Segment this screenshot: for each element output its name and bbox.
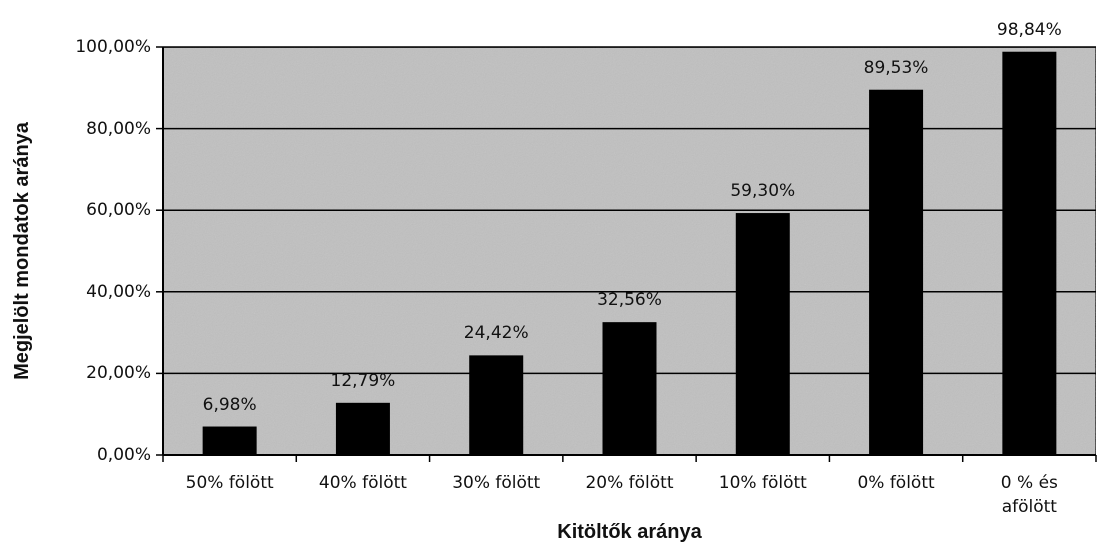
bar xyxy=(469,355,524,455)
x-tick-label: 40% fölött xyxy=(318,473,407,493)
x-tick-label: 10% fölött xyxy=(718,473,807,493)
value-label: 32,56% xyxy=(597,290,662,311)
bar xyxy=(202,426,257,455)
bar xyxy=(1002,51,1057,456)
bar xyxy=(869,89,924,456)
x-tick-label: 30% fölött xyxy=(452,473,541,493)
y-tick-label: 0,00% xyxy=(96,445,151,465)
x-axis-label: Kitöltők aránya xyxy=(557,521,702,543)
bar xyxy=(335,402,390,455)
value-label: 6,98% xyxy=(202,394,257,415)
value-label: 12,79% xyxy=(330,370,396,391)
x-tick-label: 0 % és afölött xyxy=(1000,473,1058,517)
y-tick-label: 100,00% xyxy=(75,37,151,57)
x-tick-label: 50% fölött xyxy=(185,473,274,493)
y-axis-label: Megjelölt mondatok aránya xyxy=(11,122,33,380)
x-tick-label: 20% fölött xyxy=(585,473,674,493)
y-tick-label: 40,00% xyxy=(86,281,151,302)
value-label: 89,53% xyxy=(863,57,929,78)
value-label: 24,42% xyxy=(463,323,529,344)
y-tick-label: 60,00% xyxy=(86,200,151,221)
bar xyxy=(735,213,790,455)
value-label: 59,30% xyxy=(730,181,796,202)
bar xyxy=(602,322,657,455)
x-tick-label: 0% fölött xyxy=(857,473,935,493)
y-tick-label: 80,00% xyxy=(86,118,151,139)
y-tick-label: 20,00% xyxy=(86,363,151,384)
value-label: 98,84% xyxy=(996,19,1062,40)
